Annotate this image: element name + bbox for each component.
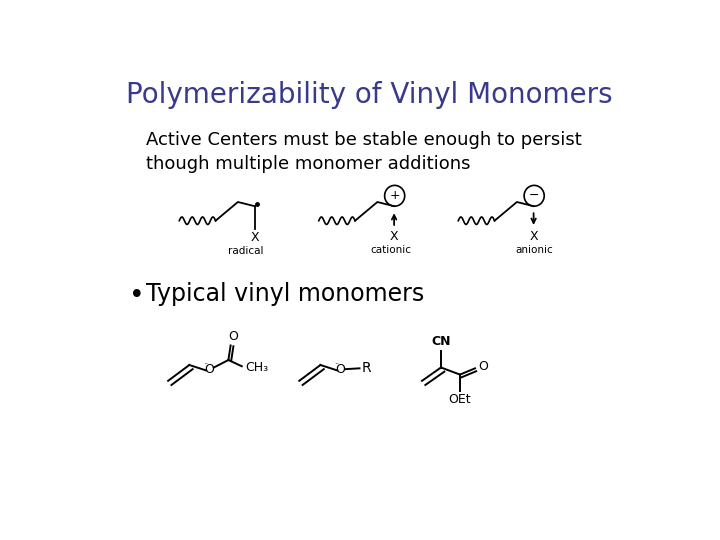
Text: Polymerizability of Vinyl Monomers: Polymerizability of Vinyl Monomers: [126, 82, 612, 110]
Text: −: −: [529, 190, 539, 202]
Text: OEt: OEt: [449, 393, 472, 406]
Text: CH₃: CH₃: [245, 361, 269, 374]
Text: CN: CN: [431, 335, 451, 348]
Text: R: R: [361, 361, 372, 375]
Text: X: X: [251, 231, 259, 244]
Text: •: •: [129, 283, 145, 309]
Text: O: O: [478, 360, 487, 373]
Text: X: X: [390, 230, 398, 244]
Text: cationic: cationic: [371, 245, 412, 255]
Text: Active Centers must be stable enough to persist
though multiple monomer addition: Active Centers must be stable enough to …: [145, 131, 582, 173]
Text: O: O: [228, 329, 238, 342]
Text: Typical vinyl monomers: Typical vinyl monomers: [145, 282, 424, 306]
Text: ··: ··: [335, 360, 340, 369]
Text: O: O: [204, 363, 214, 376]
Text: radical: radical: [228, 246, 264, 255]
Text: O: O: [335, 363, 345, 376]
Text: +: +: [390, 190, 400, 202]
Text: ··: ··: [204, 360, 209, 369]
Text: X: X: [529, 230, 538, 244]
Text: anionic: anionic: [516, 245, 554, 255]
